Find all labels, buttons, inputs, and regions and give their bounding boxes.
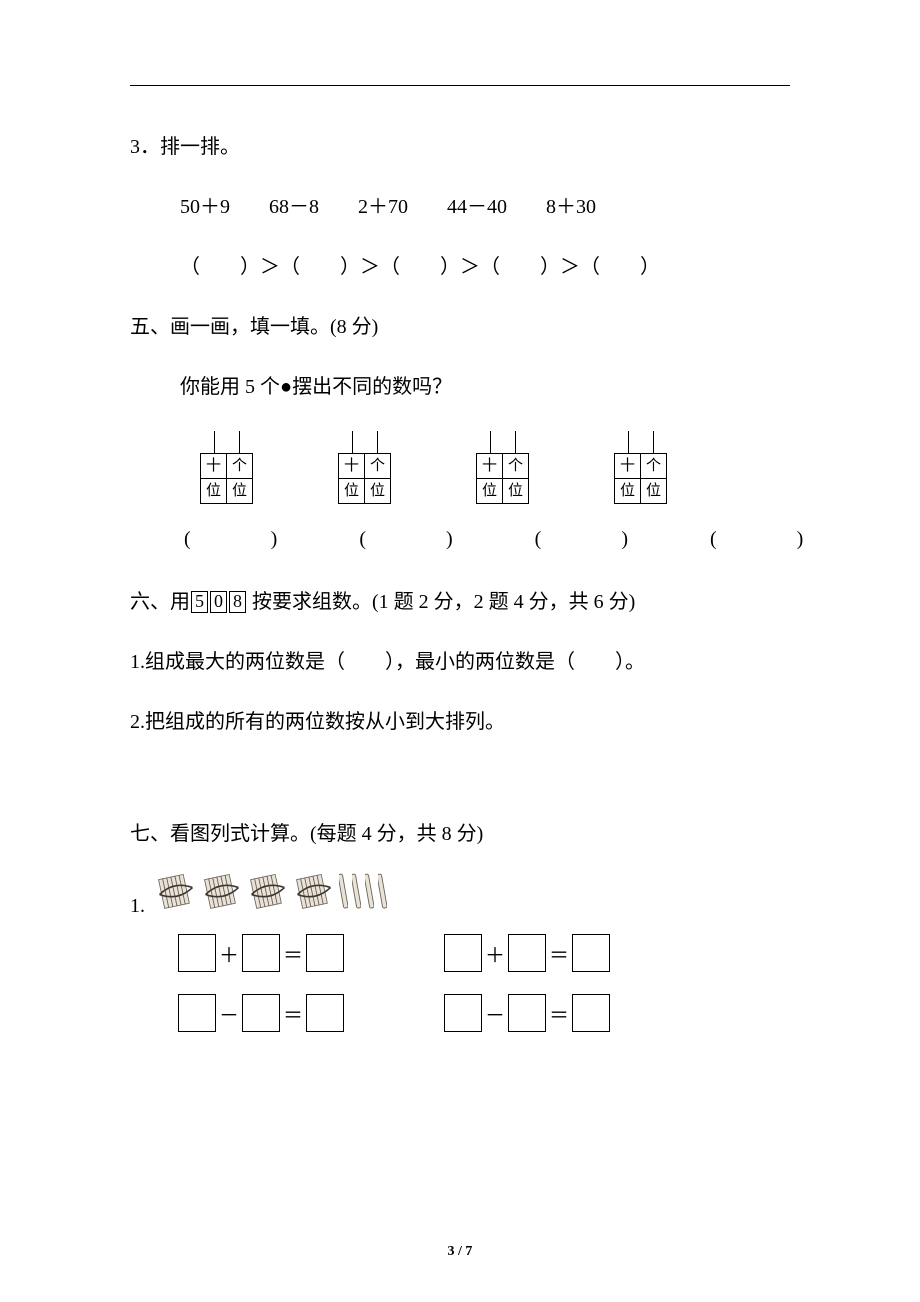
tens-top: 十 <box>477 454 503 479</box>
q6-post: 按要求组数。(1 题 2 分，2 题 4 分，共 6 分) <box>247 591 635 613</box>
blank-box <box>242 994 280 1032</box>
q3-expr-2: 2＋70 <box>358 191 408 223</box>
q6-pre: 六、用 <box>130 591 190 613</box>
ones-top: 个 <box>365 454 391 479</box>
page-number-text: 3 / 7 <box>448 1244 473 1259</box>
equation: － ＝ <box>178 994 344 1032</box>
q5-paren: ( ) <box>710 522 803 551</box>
stick-icon <box>378 870 387 912</box>
equation-grid: ＋ ＝ ＋ ＝ － ＝ － <box>130 934 790 1032</box>
ones-top: 个 <box>503 454 529 479</box>
q5-paren: ( ) <box>535 522 628 551</box>
tens-bot: 位 <box>339 479 365 504</box>
blank-box <box>508 934 546 972</box>
tens-top: 十 <box>615 454 641 479</box>
q6-digit-2: 8 <box>229 591 246 613</box>
q3-label: 3．排一排。 <box>130 131 790 163</box>
ones-bot: 位 <box>641 479 667 504</box>
q5-paren-row: ( ) ( ) ( ) ( ) <box>130 522 790 551</box>
equation: － ＝ <box>444 994 610 1032</box>
page-root: 3．排一排。 50＋9 68－8 2＋70 44－40 8＋30 （ ）＞（ ）… <box>0 0 920 1302</box>
equation: ＋ ＝ <box>178 934 344 972</box>
q6-digit-1: 0 <box>210 591 227 613</box>
ones-top: 个 <box>227 454 253 479</box>
q3-comparison: （ ）＞（ ）＞（ ）＞（ ）＞（ ） <box>130 251 790 283</box>
stick-icon <box>352 870 361 912</box>
tens-top: 十 <box>339 454 365 479</box>
pv-ticks <box>478 431 528 453</box>
q7-item1-label: 1. <box>130 895 145 918</box>
equation-row: － ＝ － ＝ <box>178 994 790 1032</box>
blank-box <box>572 934 610 972</box>
place-value-chart: 十个 位位 <box>476 431 529 504</box>
equation: ＋ ＝ <box>444 934 610 972</box>
q6-sub1: 1.组成最大的两位数是（ ），最小的两位数是（ ）。 <box>130 646 790 678</box>
ones-bot: 位 <box>503 479 529 504</box>
ones-bot: 位 <box>227 479 253 504</box>
q5-label: 五、画一画，填一填。(8 分) <box>130 311 790 343</box>
ones-top: 个 <box>641 454 667 479</box>
blank-box <box>178 934 216 972</box>
blank-box <box>242 934 280 972</box>
op-minus: － <box>219 999 239 1028</box>
q3-expr-3: 44－40 <box>447 191 507 223</box>
op-minus: － <box>485 999 505 1028</box>
pv-table: 十个 位位 <box>476 453 529 504</box>
op-plus: ＋ <box>485 939 505 968</box>
tens-bot: 位 <box>615 479 641 504</box>
q6-digit-0: 5 <box>191 591 208 613</box>
pv-table: 十个 位位 <box>614 453 667 504</box>
pv-table: 十个 位位 <box>200 453 253 504</box>
q5-prompt: 你能用 5 个●摆出不同的数吗？ <box>130 371 790 403</box>
place-value-chart: 十个 位位 <box>338 431 391 504</box>
q6-sub2: 2.把组成的所有的两位数按从小到大排列。 <box>130 706 790 738</box>
eq-sign: ＝ <box>283 999 303 1028</box>
blank-box <box>306 994 344 1032</box>
bundle-icon <box>247 870 289 912</box>
q6-label: 六、用508 按要求组数。(1 题 2 分，2 题 4 分，共 6 分) <box>130 586 790 618</box>
tens-bot: 位 <box>477 479 503 504</box>
page-number: 3 / 7 <box>0 1244 920 1260</box>
top-rule <box>130 85 790 86</box>
q3-expr-0: 50＋9 <box>180 191 230 223</box>
pv-ticks <box>616 431 666 453</box>
blank-box <box>508 994 546 1032</box>
pv-ticks <box>340 431 390 453</box>
blank-box <box>444 994 482 1032</box>
blank-box <box>306 934 344 972</box>
equation-row: ＋ ＝ ＋ ＝ <box>178 934 790 972</box>
q3-expr-4: 8＋30 <box>546 191 596 223</box>
pv-table: 十个 位位 <box>338 453 391 504</box>
place-value-chart: 十个 位位 <box>200 431 253 504</box>
q5-paren: ( ) <box>359 522 452 551</box>
blank-box <box>444 934 482 972</box>
q3-expressions: 50＋9 68－8 2＋70 44－40 8＋30 <box>130 191 790 223</box>
stick-icon <box>339 870 348 912</box>
eq-sign: ＝ <box>283 939 303 968</box>
ones-bot: 位 <box>365 479 391 504</box>
blank-box <box>572 994 610 1032</box>
eq-sign: ＝ <box>549 939 569 968</box>
q5-paren: ( ) <box>184 522 277 551</box>
blank-box <box>178 994 216 1032</box>
pv-ticks <box>202 431 252 453</box>
bundle-icon <box>155 870 197 912</box>
bundle-icon <box>293 870 335 912</box>
q7-label: 七、看图列式计算。(每题 4 分，共 8 分) <box>130 818 790 850</box>
op-plus: ＋ <box>219 939 239 968</box>
q7-item1: 1. <box>130 878 790 934</box>
q5-charts: 十个 位位 十个 位位 十个 位位 十个 位位 <box>130 431 790 504</box>
place-value-chart: 十个 位位 <box>614 431 667 504</box>
sticks-figure <box>155 870 387 912</box>
bundle-icon <box>201 870 243 912</box>
stick-icon <box>365 870 374 912</box>
eq-sign: ＝ <box>549 999 569 1028</box>
tens-bot: 位 <box>201 479 227 504</box>
q3-expr-1: 68－8 <box>269 191 319 223</box>
tens-top: 十 <box>201 454 227 479</box>
